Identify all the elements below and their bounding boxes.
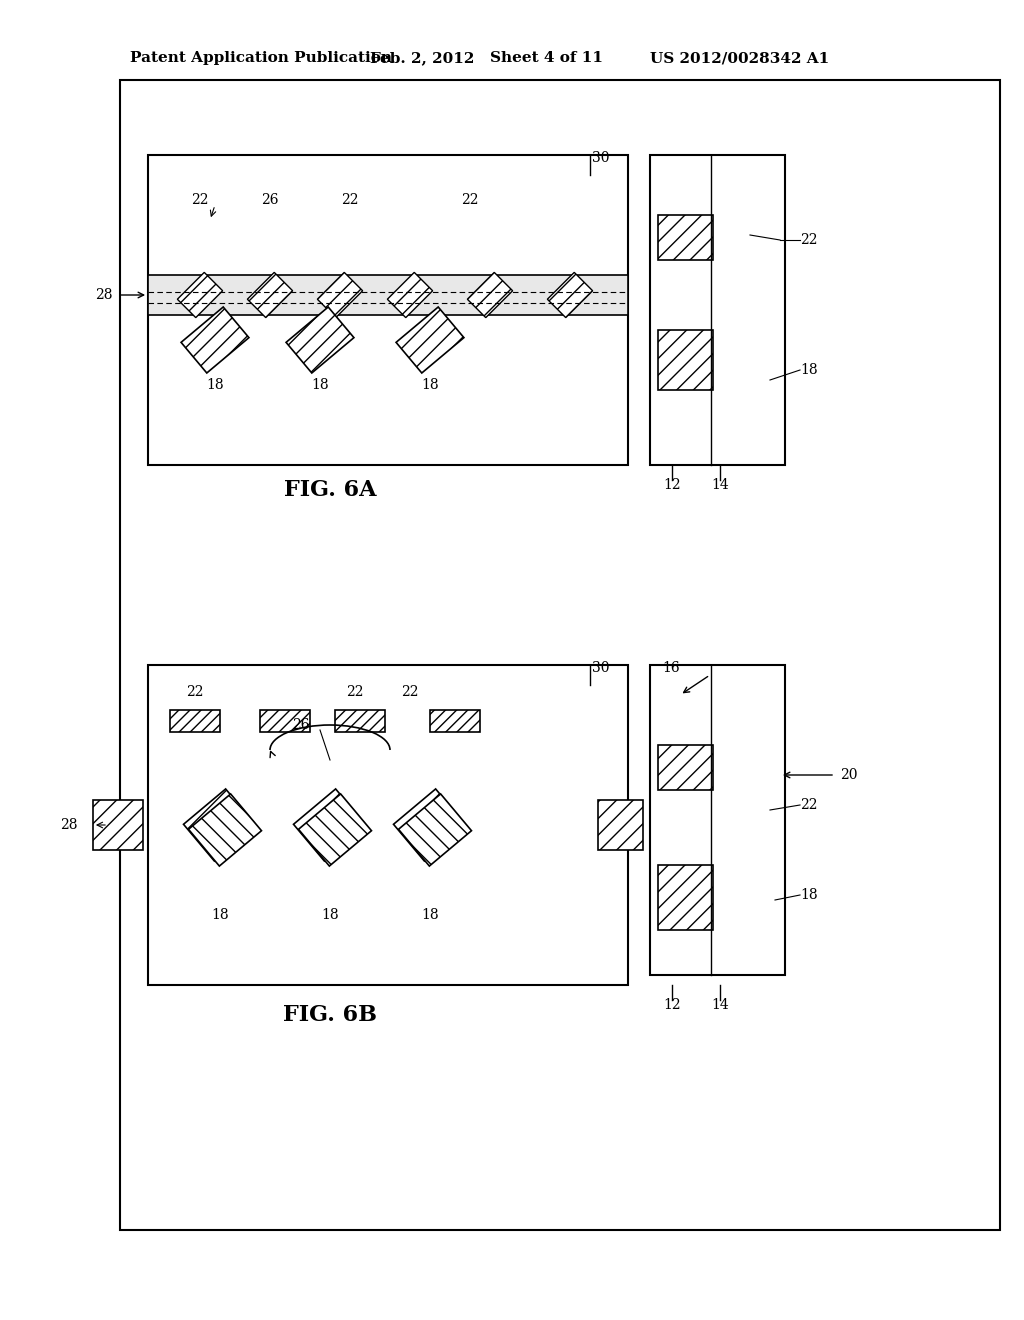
Text: 18: 18 [800,363,817,378]
Bar [181,308,249,374]
Text: Sheet 4 of 11: Sheet 4 of 11 [490,51,603,65]
Bar [148,665,628,985]
Text: 18: 18 [211,908,228,921]
Bar [183,789,256,861]
Text: 28: 28 [60,818,78,832]
Bar [658,865,713,931]
Bar [148,275,628,315]
Text: 30: 30 [592,661,609,675]
Text: 12: 12 [664,998,681,1012]
Bar [548,272,593,318]
Bar [170,710,220,733]
Bar [387,272,432,318]
Bar [335,710,385,733]
Bar [317,272,362,318]
Bar [396,308,464,374]
Text: 18: 18 [322,908,339,921]
Bar [658,215,713,260]
Bar [248,272,293,318]
Text: 22: 22 [186,685,204,700]
Bar [93,800,143,850]
Text: 16: 16 [662,661,680,675]
Text: 22: 22 [191,193,209,207]
Text: 30: 30 [592,150,609,165]
Bar [188,793,261,866]
Text: 28: 28 [95,288,113,302]
Text: 22: 22 [800,234,817,247]
Text: FIG. 6A: FIG. 6A [284,479,376,502]
Text: 26: 26 [293,718,310,733]
Bar [398,793,471,866]
Text: Patent Application Publication: Patent Application Publication [130,51,392,65]
Text: Feb. 2, 2012: Feb. 2, 2012 [370,51,474,65]
Bar [658,744,713,789]
Text: 18: 18 [421,378,439,392]
Bar [299,793,372,866]
Text: 22: 22 [341,193,358,207]
Bar [393,789,467,861]
Bar [294,789,367,861]
Bar [650,154,785,465]
Text: 20: 20 [840,768,857,781]
Text: 18: 18 [800,888,817,902]
Text: US 2012/0028342 A1: US 2012/0028342 A1 [650,51,829,65]
Bar [658,330,713,389]
Text: 22: 22 [401,685,419,700]
Bar [430,710,480,733]
Bar [286,308,354,374]
Text: 22: 22 [800,799,817,812]
Text: 26: 26 [261,193,279,207]
Text: 22: 22 [461,193,479,207]
Bar [598,800,643,850]
Text: 22: 22 [346,685,364,700]
Bar [650,665,785,975]
Bar [467,272,513,318]
Text: 18: 18 [421,908,439,921]
Text: 18: 18 [311,378,329,392]
Bar [260,710,310,733]
Text: FIG. 6B: FIG. 6B [283,1005,377,1026]
Text: 14: 14 [711,478,729,492]
Bar [177,272,222,318]
Text: 18: 18 [206,378,224,392]
Text: 14: 14 [711,998,729,1012]
Bar [120,81,1000,1230]
Bar [148,154,628,465]
Text: 12: 12 [664,478,681,492]
